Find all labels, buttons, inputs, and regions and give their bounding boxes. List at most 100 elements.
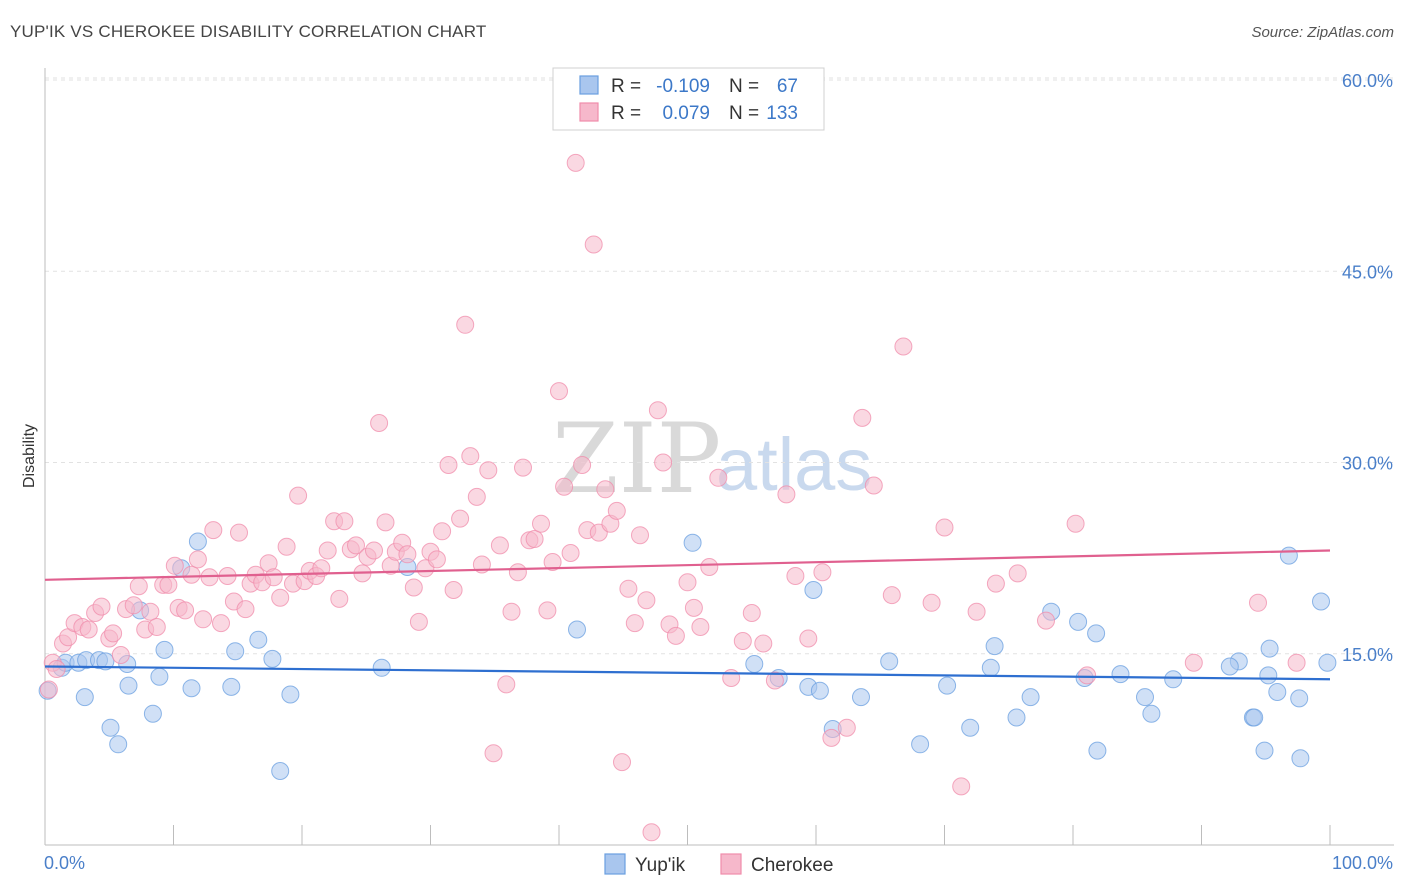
point-cherokee — [159, 575, 178, 594]
bottom-legend: Yup'ik Cherokee — [604, 853, 833, 876]
point-yupik — [75, 688, 94, 707]
y-axis-label: Disability — [21, 424, 38, 488]
point-cherokee — [212, 614, 230, 633]
point-yupik — [911, 735, 930, 754]
point-cherokee — [813, 563, 832, 582]
point-cherokee — [479, 461, 498, 480]
trend-line-yupik — [44, 665, 1331, 681]
legend-r-label-yupik: R = — [611, 76, 641, 97]
legend-r-value-cherokee: 0.079 — [662, 103, 710, 124]
bottom-legend-label-cherokee: Cherokee — [751, 855, 833, 876]
point-cherokee — [607, 501, 626, 520]
point-cherokee — [497, 675, 516, 694]
point-yupik — [96, 652, 115, 671]
bottom-legend-swatch-cherokee — [720, 853, 742, 875]
point-yupik — [271, 762, 290, 780]
point-yupik — [1259, 666, 1278, 685]
point-yupik — [1318, 653, 1337, 672]
point-cherokee — [271, 588, 290, 607]
point-yupik — [155, 640, 174, 659]
source-label: Source: ZipAtlas.com — [1251, 24, 1394, 41]
point-cherokee — [318, 541, 337, 560]
point-cherokee — [619, 579, 638, 598]
legend-swatch-cherokee — [579, 102, 599, 122]
point-cherokee — [631, 526, 649, 545]
point-cherokee — [330, 589, 349, 608]
point-cherokee — [111, 646, 130, 664]
point-cherokee — [596, 480, 615, 499]
point-cherokee — [864, 476, 883, 495]
bottom-legend-label-yupik: Yup'ik — [635, 855, 686, 876]
point-cherokee — [894, 337, 913, 356]
point-yupik — [1164, 670, 1183, 689]
point-cherokee — [935, 518, 954, 537]
point-cherokee — [742, 604, 761, 622]
point-cherokee — [129, 577, 148, 596]
point-yupik — [1312, 592, 1330, 611]
point-cherokee — [277, 537, 296, 556]
point-cherokee — [543, 553, 562, 571]
point-cherokee — [952, 777, 971, 796]
point-cherokee — [104, 624, 123, 643]
point-yupik — [981, 658, 1000, 677]
data-points — [38, 153, 1337, 842]
point-cherokee — [176, 601, 195, 620]
point-cherokee — [786, 567, 805, 585]
point-yupik — [119, 676, 138, 695]
point-yupik — [222, 677, 241, 696]
point-cherokee — [461, 447, 480, 466]
trend-lines — [44, 549, 1331, 681]
point-yupik — [1255, 741, 1274, 760]
point-yupik — [226, 642, 245, 661]
point-cherokee — [722, 669, 741, 687]
point-cherokee — [409, 612, 428, 631]
point-cherokee — [124, 596, 143, 615]
point-cherokee — [165, 556, 184, 575]
point-cherokee — [484, 744, 503, 763]
point-cherokee — [678, 573, 697, 592]
point-yupik — [1279, 546, 1298, 565]
point-yupik — [810, 681, 829, 700]
point-cherokee — [404, 578, 423, 597]
point-cherokee — [347, 536, 365, 555]
point-cherokee — [709, 468, 728, 487]
point-cherokee — [538, 601, 557, 620]
point-yupik — [182, 679, 201, 698]
point-cherokee — [684, 598, 703, 617]
point-yupik — [961, 718, 980, 737]
point-yupik — [101, 718, 120, 737]
point-cherokee — [204, 521, 223, 540]
y-tick-label: 15.0% — [1342, 645, 1393, 665]
point-yupik — [1087, 624, 1106, 643]
axes — [44, 68, 1394, 846]
point-yupik — [568, 620, 586, 639]
point-yupik — [1088, 741, 1107, 760]
point-yupik — [1291, 749, 1310, 768]
point-cherokee — [637, 591, 656, 610]
point-yupik — [1021, 688, 1040, 707]
y-tick-label: 45.0% — [1342, 262, 1393, 282]
point-cherokee — [47, 660, 66, 678]
point-cherokee — [264, 568, 283, 587]
point-cherokee — [573, 456, 592, 474]
point-yupik — [263, 649, 282, 668]
point-cherokee — [200, 568, 219, 587]
legend-swatch-yupik — [579, 75, 599, 95]
point-yupik — [143, 704, 162, 723]
point-cherokee — [625, 614, 644, 633]
point-cherokee — [141, 602, 160, 621]
legend-n-label-cherokee: N = — [729, 103, 759, 124]
point-yupik — [1007, 708, 1026, 727]
y-tick-label: 60.0% — [1342, 71, 1393, 91]
point-cherokee — [550, 382, 568, 401]
point-yupik — [1220, 657, 1239, 676]
watermark: ZIP atlas — [552, 403, 872, 515]
point-cherokee — [147, 618, 166, 636]
point-yupik — [1136, 688, 1154, 707]
x-tick-label: 100.0% — [1332, 853, 1393, 873]
point-cherokee — [754, 634, 773, 653]
point-cherokee — [370, 414, 389, 432]
legend-r-label-cherokee: R = — [611, 103, 641, 124]
point-cherokee — [822, 728, 841, 747]
